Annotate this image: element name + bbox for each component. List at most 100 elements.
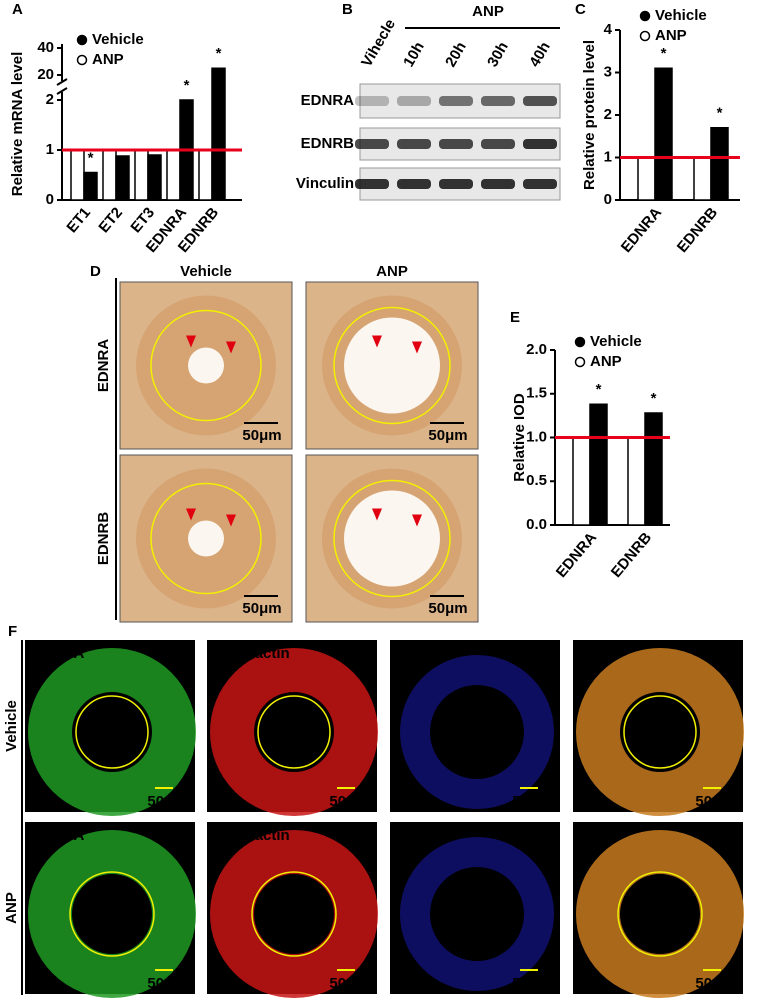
blot-band — [481, 139, 515, 149]
group-label: ANP — [472, 3, 504, 20]
blot-band — [481, 96, 515, 106]
arrowhead — [412, 341, 422, 354]
scale-bar-label: 50μm — [512, 793, 551, 810]
channel-label: DAPI — [396, 645, 432, 662]
bar — [83, 171, 98, 201]
scale-bar-label: 50μm — [695, 793, 734, 810]
channel-label: DAPI — [396, 827, 432, 844]
arrowhead — [372, 508, 382, 521]
blot-band — [397, 96, 431, 106]
lumen-outline — [623, 695, 697, 769]
panel-label: F — [8, 623, 17, 640]
y-tick-label: 1 — [46, 141, 54, 158]
lane-label: 30h — [484, 39, 512, 70]
channel-label: SM-α-actin — [213, 827, 290, 844]
scale-bar-label: 50μm — [329, 793, 368, 810]
row-label: ANP — [3, 892, 20, 924]
y-tick-label: 0 — [604, 191, 612, 208]
bar — [70, 149, 85, 201]
row-label: Vinculin — [296, 175, 354, 192]
lumen — [188, 520, 224, 557]
vessel-signal — [576, 648, 744, 816]
significance: * — [717, 105, 723, 122]
lumen-outline — [617, 871, 703, 957]
y-tick-label: 4 — [604, 21, 613, 38]
y-tick-label: 0.5 — [526, 472, 547, 489]
bar — [637, 156, 656, 201]
y-tick-label: 3 — [604, 63, 612, 80]
lumen-outline — [150, 482, 262, 595]
x-tick-label: EDNRA — [553, 529, 600, 581]
lane-label: 20h — [442, 39, 470, 70]
lane-label: 40h — [526, 39, 554, 70]
lumen — [188, 347, 224, 384]
lumen-outline — [75, 695, 149, 769]
blot-band — [397, 139, 431, 149]
panel-label: E — [510, 309, 520, 326]
legend-label: ANP — [590, 353, 622, 370]
x-tick-label: EDNRA — [618, 204, 665, 256]
vessel-signal — [28, 648, 196, 816]
lumen-outline — [251, 871, 337, 957]
legend-marker — [639, 10, 651, 22]
lane-label: Vihecle — [358, 16, 399, 70]
blot-band — [439, 139, 473, 149]
row-label: EDNRA — [95, 339, 112, 393]
y-tick-label: 20 — [37, 66, 54, 83]
panel-label: B — [342, 1, 353, 18]
significance: * — [88, 149, 94, 166]
y-axis-label: Relative mRNA level — [9, 52, 26, 197]
arrowhead — [412, 514, 422, 527]
bar — [211, 67, 226, 201]
x-tick-label: EDNRB — [674, 204, 721, 256]
arrowhead — [186, 335, 196, 348]
panel-label: A — [12, 1, 23, 18]
y-axis-label: Relative IOD — [511, 393, 528, 482]
scale-bar-label: 50μm — [147, 975, 186, 992]
channel-label: Merge — [579, 827, 623, 844]
blot-band — [397, 179, 431, 189]
lumen-outline — [69, 871, 155, 957]
blot-band — [439, 179, 473, 189]
y-tick-label: 1 — [604, 148, 612, 165]
scale-bar-label: 50μm — [147, 793, 186, 810]
lumen-outline — [257, 695, 331, 769]
significance: * — [651, 390, 657, 407]
row-label: EDNRA — [301, 92, 355, 109]
legend-label: ANP — [92, 51, 124, 68]
lumen-outline — [150, 309, 262, 422]
legend-marker — [574, 356, 586, 368]
y-axis-label: Relative protein level — [581, 40, 598, 190]
y-tick-label: 1.0 — [526, 428, 547, 445]
arrowhead — [372, 335, 382, 348]
blot-band — [523, 139, 557, 149]
column-label: Vehicle — [180, 263, 232, 280]
bar — [102, 149, 117, 201]
x-tick-label: ET1 — [63, 204, 94, 236]
significance: * — [596, 381, 602, 398]
channel-label: EDNRA — [31, 645, 85, 662]
blot-band — [355, 139, 389, 149]
y-tick-label: 2 — [604, 106, 612, 123]
lumen — [344, 490, 440, 587]
channel-label: SM-α-actin — [213, 645, 290, 662]
legend-marker — [76, 34, 88, 46]
scale-bar-label: 50μm — [428, 600, 467, 617]
row-label: EDNRB — [95, 512, 112, 566]
scale-bar-label: 50μm — [428, 427, 467, 444]
y-tick-label: 1.5 — [526, 385, 547, 402]
bar — [710, 127, 729, 201]
bar — [589, 403, 608, 526]
scale-bar-label: 50μm — [512, 975, 551, 992]
scale-bar-label: 50μm — [329, 975, 368, 992]
vessel-signal — [576, 830, 744, 998]
significance: * — [661, 45, 667, 62]
legend-marker — [574, 336, 586, 348]
legend-marker — [639, 30, 651, 42]
row-label: Vehicle — [3, 700, 20, 752]
legend-label: Vehicle — [590, 333, 642, 350]
lumen-outline — [333, 306, 451, 425]
y-tick-label: 0.0 — [526, 516, 547, 533]
blot-band — [439, 96, 473, 106]
